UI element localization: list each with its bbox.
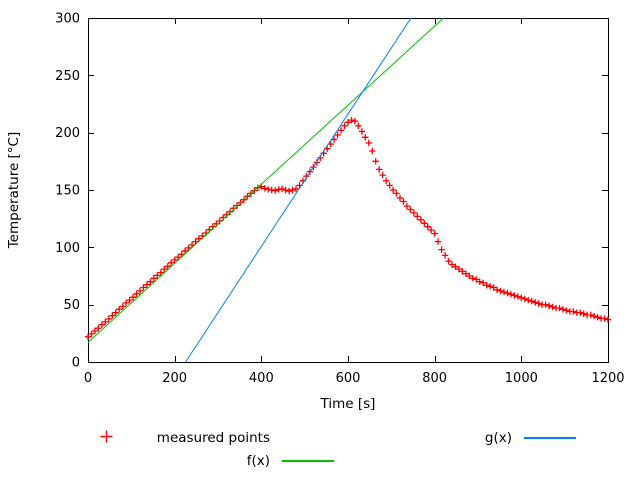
legend-label-f: f(x) bbox=[246, 453, 270, 469]
g-line-sample-icon bbox=[520, 437, 580, 439]
f-line-sample-icon bbox=[278, 460, 338, 462]
x-tick-label: 800 bbox=[422, 371, 447, 386]
legend-item-measured-points: measured points bbox=[100, 430, 338, 446]
legend-label-g: g(x) bbox=[484, 430, 512, 446]
plot-border bbox=[88, 18, 609, 363]
y-tick-label: 50 bbox=[63, 298, 80, 313]
legend-label-measured-points: measured points bbox=[156, 430, 270, 446]
x-tick-label: 400 bbox=[249, 371, 274, 386]
y-tick-label: 0 bbox=[72, 356, 80, 371]
x-axis-label: Time [s] bbox=[320, 396, 376, 412]
x-axis-ticks: 0 200 400 600 800 1000 1200 bbox=[84, 18, 625, 386]
y-tick-label: 150 bbox=[55, 184, 80, 199]
x-tick-label: 1000 bbox=[505, 371, 538, 386]
y-tick-label: 100 bbox=[55, 241, 80, 256]
y-tick-label: 300 bbox=[55, 12, 80, 27]
y-tick-label: 200 bbox=[55, 126, 80, 141]
y-axis-ticks: 0 50 100 150 200 250 300 bbox=[55, 12, 608, 371]
x-tick-label: 200 bbox=[162, 371, 187, 386]
series-measured-points bbox=[84, 116, 612, 340]
series-f-line bbox=[87, 17, 444, 343]
legend-item-f: f(x) bbox=[100, 453, 338, 469]
y-tick-label: 250 bbox=[55, 69, 80, 84]
x-tick-label: 1200 bbox=[591, 371, 624, 386]
series-g-line bbox=[185, 17, 412, 363]
legend-item-g: g(x) bbox=[342, 430, 580, 446]
x-tick-label: 0 bbox=[84, 371, 92, 386]
x-tick-label: 600 bbox=[336, 371, 361, 386]
y-axis-label: Temperature [°C] bbox=[6, 131, 22, 249]
